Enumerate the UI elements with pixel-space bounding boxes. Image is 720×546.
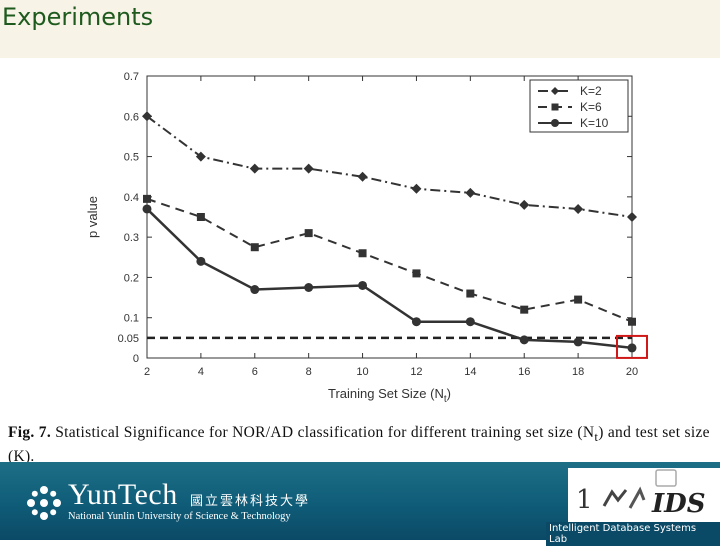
data-point — [411, 183, 422, 194]
legend: K=2 K=6 K=10 — [529, 79, 629, 133]
data-point — [573, 203, 584, 214]
data-point — [304, 283, 314, 292]
series-K=10 — [142, 204, 637, 353]
slide-title: Experiments — [2, 3, 154, 31]
data-point — [574, 295, 583, 304]
x-tick-label: 4 — [198, 366, 204, 378]
series-K=2 — [142, 111, 637, 222]
figure-caption: Fig. 7. Statistical Significance for NOR… — [8, 423, 720, 467]
highlight-box — [616, 334, 648, 359]
svg-text:1: 1 — [576, 485, 593, 515]
legend-label: K=6 — [580, 100, 602, 114]
x-tick-label: 6 — [252, 366, 258, 378]
x-tick-label: 16 — [518, 366, 530, 378]
data-point — [412, 269, 421, 278]
y-tick-label: 0.05 — [118, 333, 139, 345]
x-tick-label: 12 — [410, 366, 422, 378]
data-point — [358, 249, 367, 258]
y-axis-label: p value — [85, 196, 100, 238]
university-name-cn: 國立雲林科技大學 — [190, 494, 311, 509]
series-line — [146, 197, 633, 323]
data-point — [303, 163, 314, 174]
legend-label: K=10 — [580, 116, 609, 130]
data-point — [519, 335, 529, 345]
y-tick-label: 0.4 — [124, 192, 139, 204]
x-tick-label: 18 — [572, 366, 584, 378]
data-point — [196, 213, 205, 221]
x-axis-label-tail: ) — [447, 386, 451, 401]
y-tick-label: 0.5 — [124, 152, 139, 164]
data-point — [627, 343, 637, 353]
data-point — [196, 256, 206, 266]
data-point — [250, 285, 260, 295]
y-tick-label: 0.3 — [124, 232, 139, 244]
legend-marker — [551, 103, 559, 111]
y-tick-label: 0.6 — [124, 111, 139, 123]
data-point — [411, 317, 421, 327]
x-axis-label: Training Set Size (Nt) — [328, 386, 451, 405]
ids-lab-logo-icon: 1 IDS — [576, 469, 706, 519]
data-point — [466, 289, 475, 298]
data-point — [628, 317, 636, 326]
lab-name: Intelligent Database Systems Lab — [546, 522, 720, 546]
data-point — [520, 305, 529, 314]
legend-marker — [551, 87, 559, 95]
series-K=6 — [143, 194, 636, 326]
data-point — [465, 187, 476, 198]
data-point — [304, 229, 313, 238]
x-tick-label: 14 — [464, 366, 476, 378]
line-chart: 0 0.05 0.1 0.2 0.3 0.4 0.5 0.6 0.7 2 4 6 8 10 12 14 16 18… — [85, 71, 648, 405]
yuntech-logo-icon — [27, 486, 61, 520]
data-point — [357, 171, 368, 182]
data-point — [519, 199, 530, 210]
y-tick-label: 0 — [133, 353, 139, 365]
caption-text: Statistical Significance for NOR/AD clas… — [55, 424, 595, 441]
caption-tail: ) and test set size (K). — [8, 424, 710, 466]
data-point — [358, 280, 368, 290]
x-tick-label: 20 — [626, 366, 638, 378]
caption-sub: t — [594, 429, 599, 445]
y-tick-label: 0.2 — [124, 272, 139, 284]
data-point — [249, 163, 260, 174]
series-line — [146, 208, 633, 350]
title-bar — [0, 0, 720, 58]
legend-marker — [551, 119, 559, 127]
data-point — [573, 337, 583, 347]
legend-label: K=2 — [580, 84, 602, 98]
data-point — [465, 317, 475, 327]
y-tick-label: 0.1 — [124, 313, 139, 325]
x-tick-label: 10 — [356, 366, 368, 378]
caption-fig-label: Fig. 7. — [8, 424, 51, 441]
data-point — [195, 151, 206, 162]
data-point — [143, 194, 151, 203]
data-point — [142, 204, 152, 214]
y-tick-label: 0.7 — [124, 71, 139, 83]
university-name-en: National Yunlin University of Science & … — [68, 511, 291, 522]
x-tick-label: 8 — [306, 366, 312, 378]
x-axis-label-sub: t — [444, 394, 447, 405]
svg-text:IDS: IDS — [651, 489, 706, 519]
x-tick-label: 2 — [144, 366, 150, 378]
data-point — [250, 243, 259, 252]
series-line — [146, 115, 633, 218]
university-name: YunTech — [68, 478, 178, 511]
data-point — [627, 212, 637, 222]
data-point — [142, 111, 152, 122]
